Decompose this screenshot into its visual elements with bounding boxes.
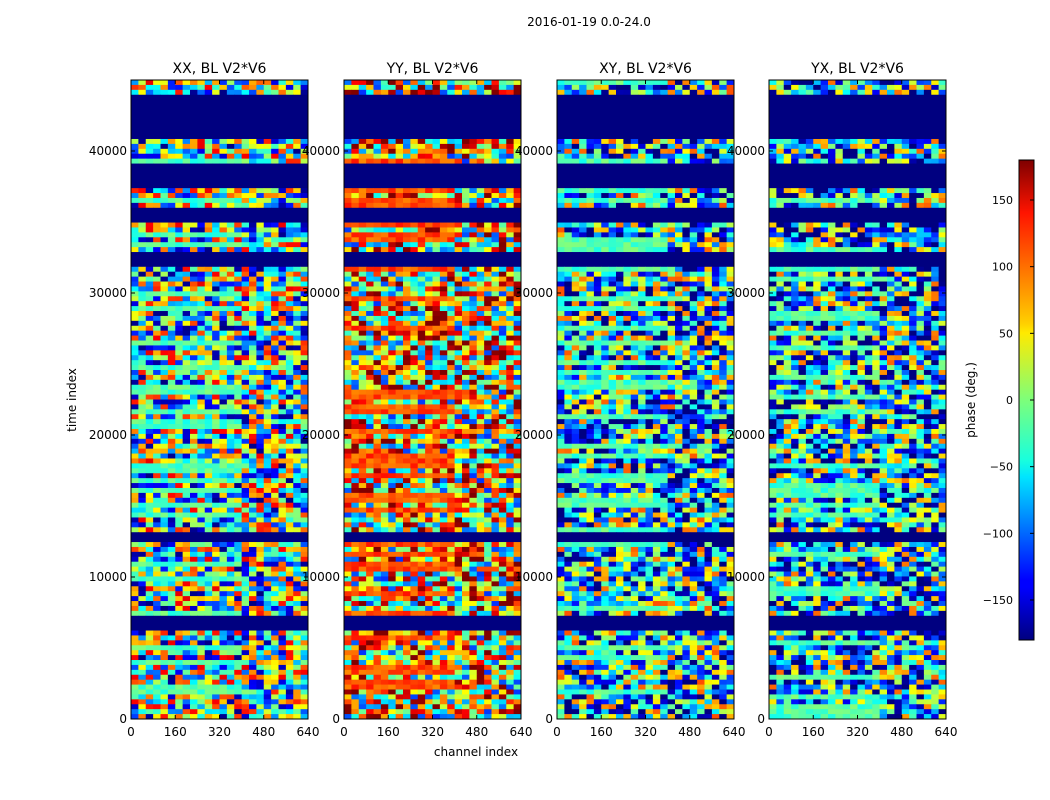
y-tick-label: 20000 (727, 428, 765, 442)
y-tick-label: 40000 (302, 144, 340, 158)
heatmap-yx (769, 80, 946, 719)
x-tick-label: 640 (723, 725, 746, 739)
panels: XX, BL V2*V6 0 160 320 480 640 0 10000 20000 3000… (89, 61, 958, 739)
x-tick-label: 640 (935, 725, 958, 739)
heatmap-xx (131, 80, 308, 719)
y-tick-label: 40000 (515, 144, 553, 158)
panel-title: XX, BL V2*V6 (173, 61, 267, 77)
y-tick-label: 40000 (727, 144, 765, 158)
panel-yx: YX, BL V2*V6 0 160 320 480 640 0 10000 20000 3000… (727, 61, 958, 739)
y-tick-label: 30000 (89, 286, 127, 300)
x-tick-label: 0 (765, 725, 773, 739)
x-tick-label: 0 (553, 725, 561, 739)
x-tick-label: 320 (634, 725, 657, 739)
x-tick-label: 320 (421, 725, 444, 739)
y-tick-label: 10000 (302, 570, 340, 584)
x-tick-label: 320 (846, 725, 869, 739)
colorbar-tick-label: 100 (992, 261, 1013, 274)
y-tick-label: 20000 (515, 428, 553, 442)
heatmap-xy (557, 80, 734, 719)
x-tick-label: 0 (127, 725, 135, 739)
x-tick-label: 640 (510, 725, 533, 739)
x-tick-label: 0 (340, 725, 348, 739)
colorbar-ticks: −150 −100 −50 0 50 100 150 (983, 194, 1034, 607)
x-tick-label: 480 (678, 725, 701, 739)
panel-xx: XX, BL V2*V6 0 160 320 480 640 0 10000 20000 3000… (89, 61, 320, 739)
panel-title: YY, BL V2*V6 (386, 61, 479, 77)
x-axis-label: channel index (434, 745, 518, 759)
x-tick-label: 160 (164, 725, 187, 739)
y-tick-label: 10000 (515, 570, 553, 584)
colorbar-tick-label: 50 (999, 327, 1013, 340)
x-tick-label: 480 (465, 725, 488, 739)
panel-xy: XY, BL V2*V6 0 160 320 480 640 0 10000 20000 3000… (515, 61, 746, 739)
colorbar: −150 −100 −50 0 50 100 150 phase (deg.) (964, 159, 1035, 641)
y-tick-label: 30000 (302, 286, 340, 300)
heatmap-yy (344, 80, 521, 719)
x-tick-label: 160 (377, 725, 400, 739)
y-tick-label: 30000 (515, 286, 553, 300)
x-tick-label: 160 (590, 725, 613, 739)
y-tick-label: 0 (119, 712, 127, 726)
x-tick-label: 480 (252, 725, 275, 739)
y-tick-label: 10000 (727, 570, 765, 584)
colorbar-tick-label: 150 (992, 194, 1013, 207)
panel-yy: YY, BL V2*V6 0 160 320 480 640 0 10000 20000 3000… (302, 61, 533, 739)
figure-title: 2016-01-19 0.0-24.0 (527, 15, 651, 29)
x-tick-label: 160 (802, 725, 825, 739)
y-tick-label: 20000 (89, 428, 127, 442)
x-tick-label: 640 (297, 725, 320, 739)
colorbar-tick-label: −50 (990, 461, 1013, 474)
colorbar-tick-label: 0 (1006, 394, 1013, 407)
x-tick-label: 320 (208, 725, 231, 739)
y-tick-label: 0 (545, 712, 553, 726)
colorbar-label: phase (deg.) (964, 362, 978, 438)
panel-title: YX, BL V2*V6 (810, 61, 904, 77)
x-tick-label: 480 (890, 725, 913, 739)
y-tick-label: 20000 (302, 428, 340, 442)
y-tick-label: 0 (332, 712, 340, 726)
colorbar-tick-label: −100 (983, 527, 1013, 540)
panel-title: XY, BL V2*V6 (599, 61, 692, 77)
y-tick-label: 30000 (727, 286, 765, 300)
y-tick-label: 0 (757, 712, 765, 726)
y-tick-label: 40000 (89, 144, 127, 158)
colorbar-tick-label: −150 (983, 594, 1013, 607)
y-tick-label: 10000 (89, 570, 127, 584)
y-axis-label: time index (65, 368, 79, 432)
